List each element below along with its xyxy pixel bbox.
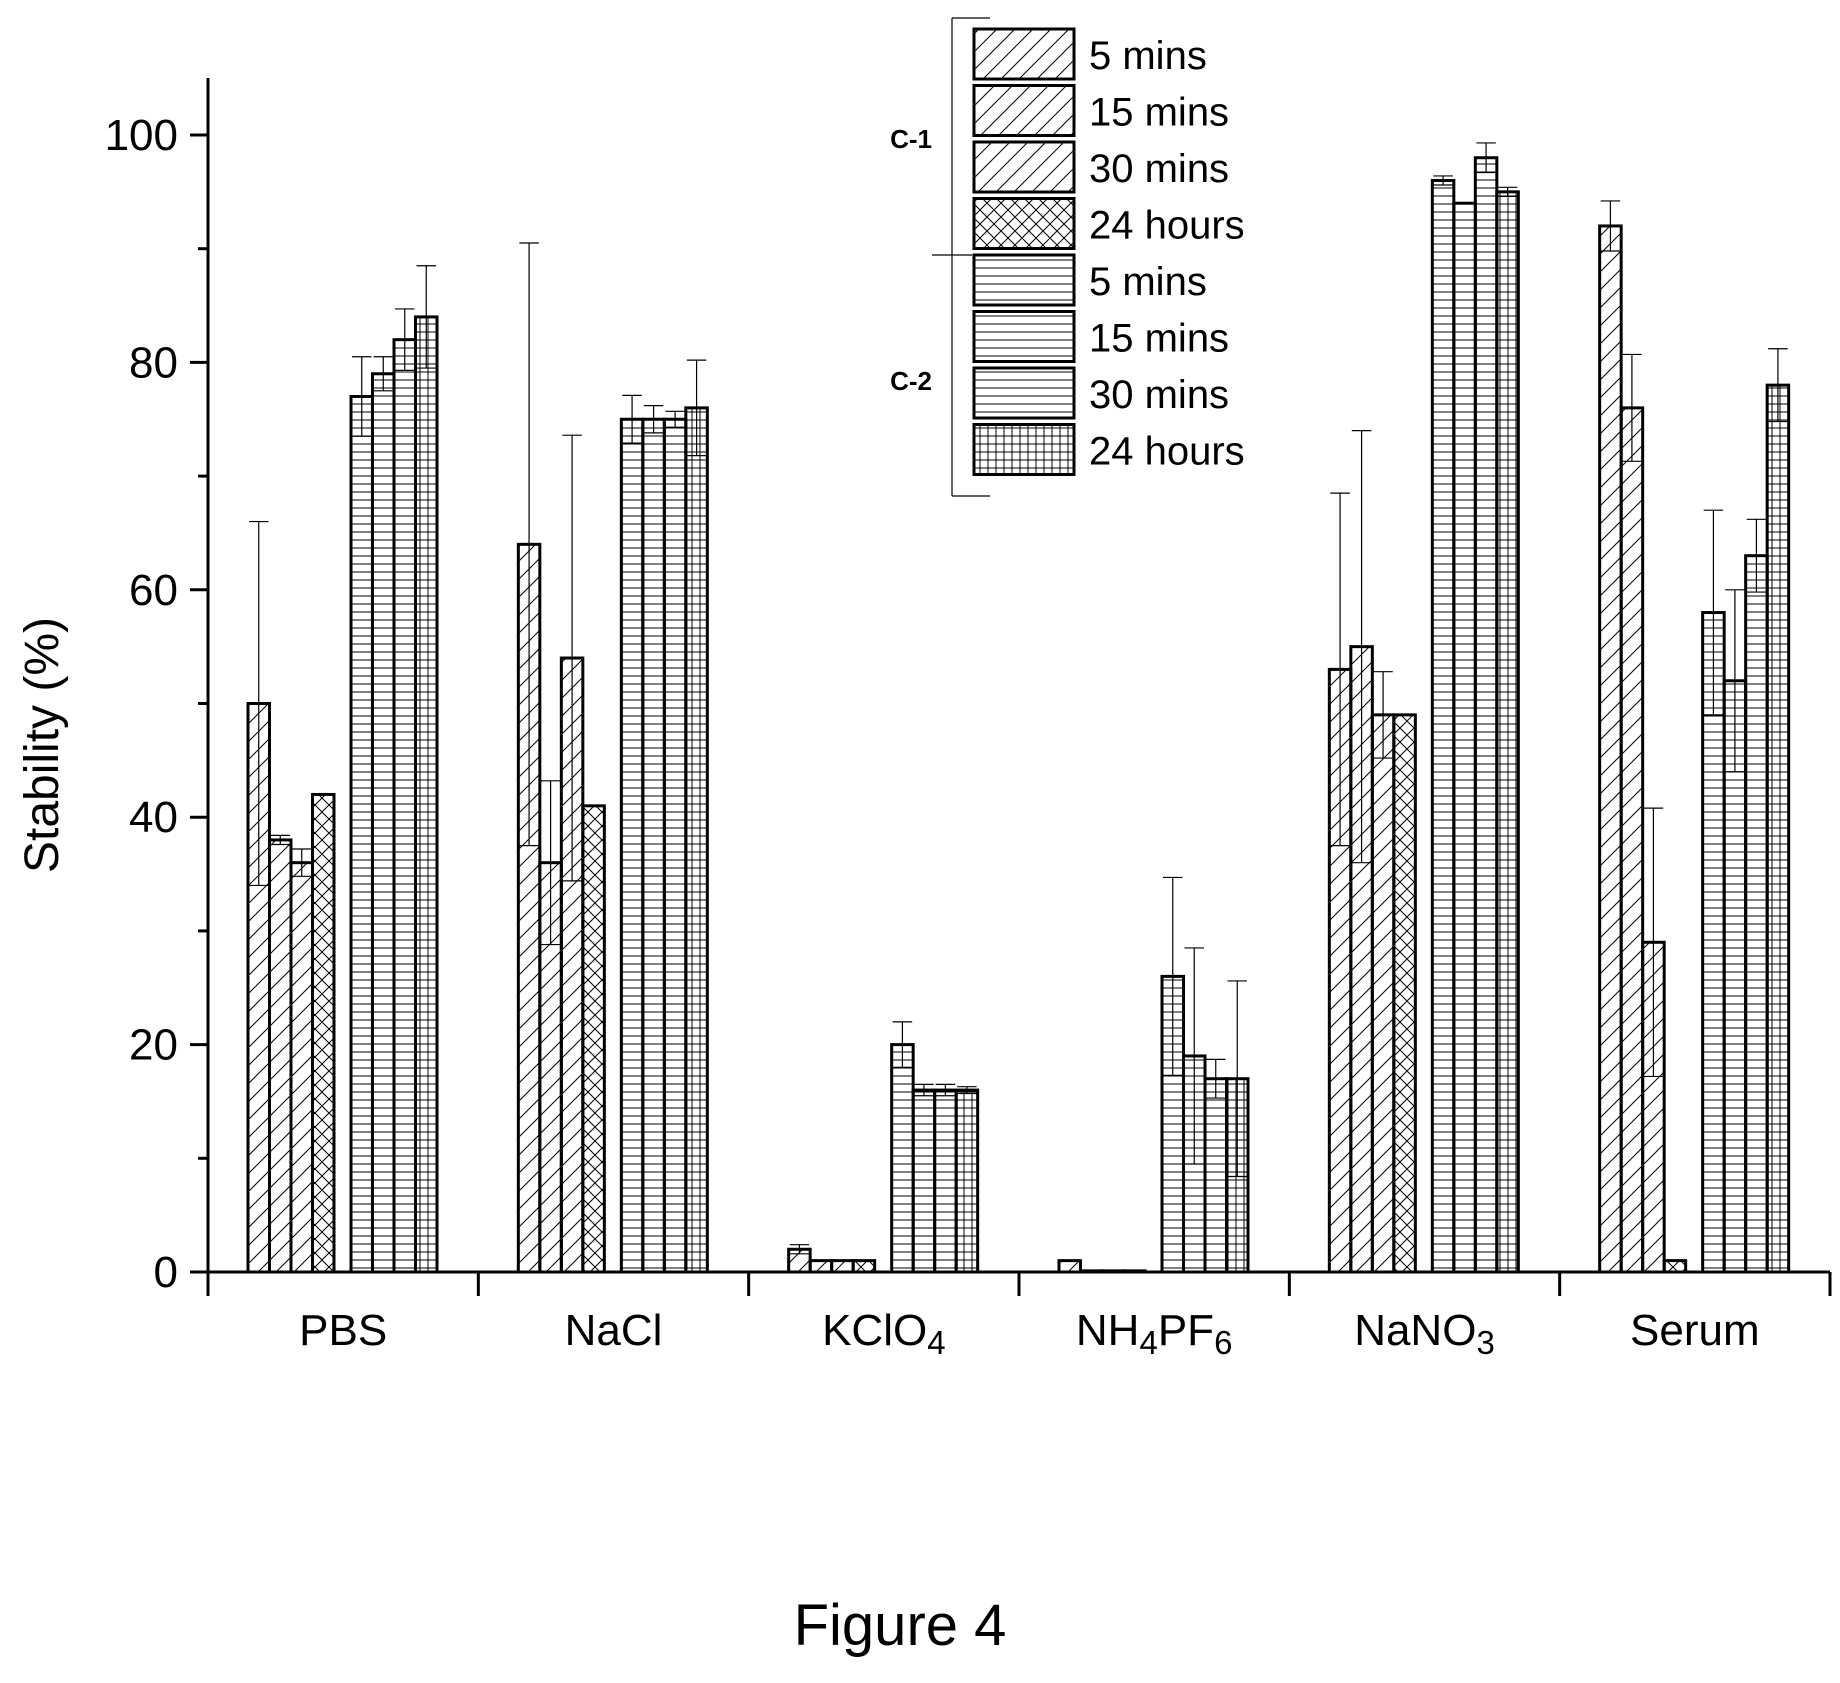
category-text: Serum [1630,1306,1760,1355]
x-category-label: NaNO3 [1354,1306,1495,1361]
y-tick-label: 40 [129,793,178,842]
bar [289,861,314,1274]
bar [641,417,666,1274]
bar [1160,974,1185,1274]
legend-label: 5 mins [1089,260,1207,304]
bar [1203,1077,1228,1274]
legend-group-label: C-1 [890,124,932,154]
legend-label: 24 hours [1089,430,1245,474]
bar [954,1088,980,1274]
bar [1722,679,1748,1274]
bar [787,1247,812,1274]
bar [1327,667,1353,1274]
legend-swatch [972,366,1076,420]
legend-swatch [972,27,1076,81]
bar [581,804,606,1274]
bar [1370,713,1396,1274]
bar [1641,940,1666,1274]
bar [1100,1269,1125,1274]
x-category-label: NH4PF6 [1076,1306,1233,1361]
bar [1225,1077,1250,1274]
y-tick-label: 20 [129,1021,178,1070]
legend-label: 15 mins [1089,91,1229,135]
category-text: PF [1158,1306,1214,1355]
category-text: NaCl [565,1306,663,1355]
bar [392,338,417,1274]
legend-group-label: C-2 [890,366,932,396]
legend-swatch [972,140,1076,194]
bar [1079,1269,1104,1274]
y-tick-label: 0 [154,1248,178,1297]
legend: 5 mins 15 mins 30 mins 24 hours 5 mins 15 min… [890,17,1245,497]
y-tick-label: 60 [129,566,178,615]
category-text: KClO [822,1306,927,1355]
y-tick-label: 80 [129,338,178,387]
bar [1349,645,1374,1274]
legend-swatch [972,84,1076,137]
bars [246,142,1791,1274]
bar [1701,611,1726,1274]
bar [662,417,688,1274]
legend-swatch [972,197,1076,250]
bar [559,656,585,1274]
legend-label: 24 hours [1089,204,1245,248]
x-category-label: KClO4 [822,1306,945,1361]
bar [1182,1054,1207,1274]
bar [684,406,709,1274]
category-subscript: 4 [1139,1324,1157,1361]
bar [1598,224,1623,1274]
y-axis-title: Stability (%) [16,617,69,873]
bar [1765,383,1791,1274]
y-axis: 0 20 40 60 80 100 [105,78,210,1297]
legend-swatch [972,423,1076,476]
bar [830,1259,855,1274]
legend-label: 30 mins [1089,373,1229,417]
bar [911,1088,937,1274]
legend-swatch [972,310,1076,363]
legend-label: 5 mins [1089,34,1207,78]
bar [516,542,542,1274]
bar [1122,1269,1147,1274]
figure-caption: Figure 4 [794,1593,1007,1658]
x-category-label: Serum [1630,1306,1760,1355]
x-category-label: PBS [299,1306,387,1355]
legend-swatch [972,253,1076,307]
bar [538,861,563,1274]
bar [1495,190,1520,1274]
x-category-label: NaCl [565,1306,663,1355]
bar [890,1043,915,1274]
bar [1392,713,1417,1274]
category-text: NaNO [1354,1306,1476,1355]
category-subscript: 4 [927,1324,945,1361]
bar [268,838,293,1274]
bar [808,1259,834,1274]
bar [246,702,271,1274]
legend-label: 15 mins [1089,317,1229,361]
y-tick-label: 100 [105,111,178,160]
category-text: PBS [299,1306,387,1355]
bar [414,315,439,1274]
category-text: NH [1076,1306,1140,1355]
bar [1473,156,1499,1274]
bar [349,395,374,1274]
bar [311,792,336,1274]
x-axis: PBS NaCl KClO4 NH4PF6 NaNO3 Serum [206,1270,1832,1361]
bar [851,1259,877,1274]
bar [1662,1259,1688,1274]
bar [371,372,396,1274]
bar [619,417,645,1274]
bar [933,1088,958,1274]
bar [1744,554,1769,1274]
bar [1452,201,1477,1274]
category-subscript: 6 [1214,1324,1232,1361]
bar [1057,1259,1082,1274]
category-subscript: 3 [1476,1324,1494,1361]
bar [1430,178,1456,1274]
bar [1619,406,1645,1274]
legend-label: 30 mins [1089,147,1229,191]
